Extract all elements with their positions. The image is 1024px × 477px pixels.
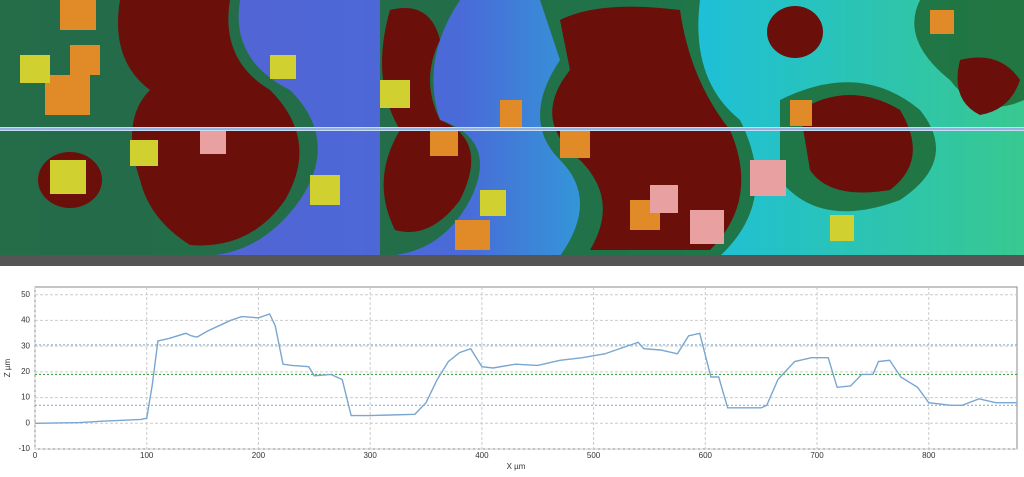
y-tick-label: 10	[21, 393, 30, 402]
x-tick-label: 500	[587, 451, 601, 460]
profile-line	[34, 313, 1017, 424]
y-tick-label: 50	[21, 290, 30, 299]
y-tick-label: 30	[21, 341, 30, 350]
x-tick-label: 0	[33, 451, 38, 460]
y-axis-label: Z µm	[3, 358, 12, 377]
height-map-image	[0, 0, 1024, 266]
y-tick-label: 40	[21, 316, 30, 325]
y-tick-label: 0	[26, 418, 31, 427]
x-tick-label: 800	[922, 451, 936, 460]
x-tick-label: 700	[810, 451, 824, 460]
x-tick-label: 600	[699, 451, 713, 460]
x-tick-label: 100	[140, 451, 154, 460]
y-tick-label: 20	[21, 367, 30, 376]
y-tick-label: -10	[18, 444, 30, 453]
x-tick-label: 400	[475, 451, 489, 460]
x-tick-label: 300	[363, 451, 377, 460]
x-axis-label: X µm	[507, 462, 526, 471]
plot-area	[34, 286, 1018, 450]
x-tick-label: 200	[252, 451, 266, 460]
